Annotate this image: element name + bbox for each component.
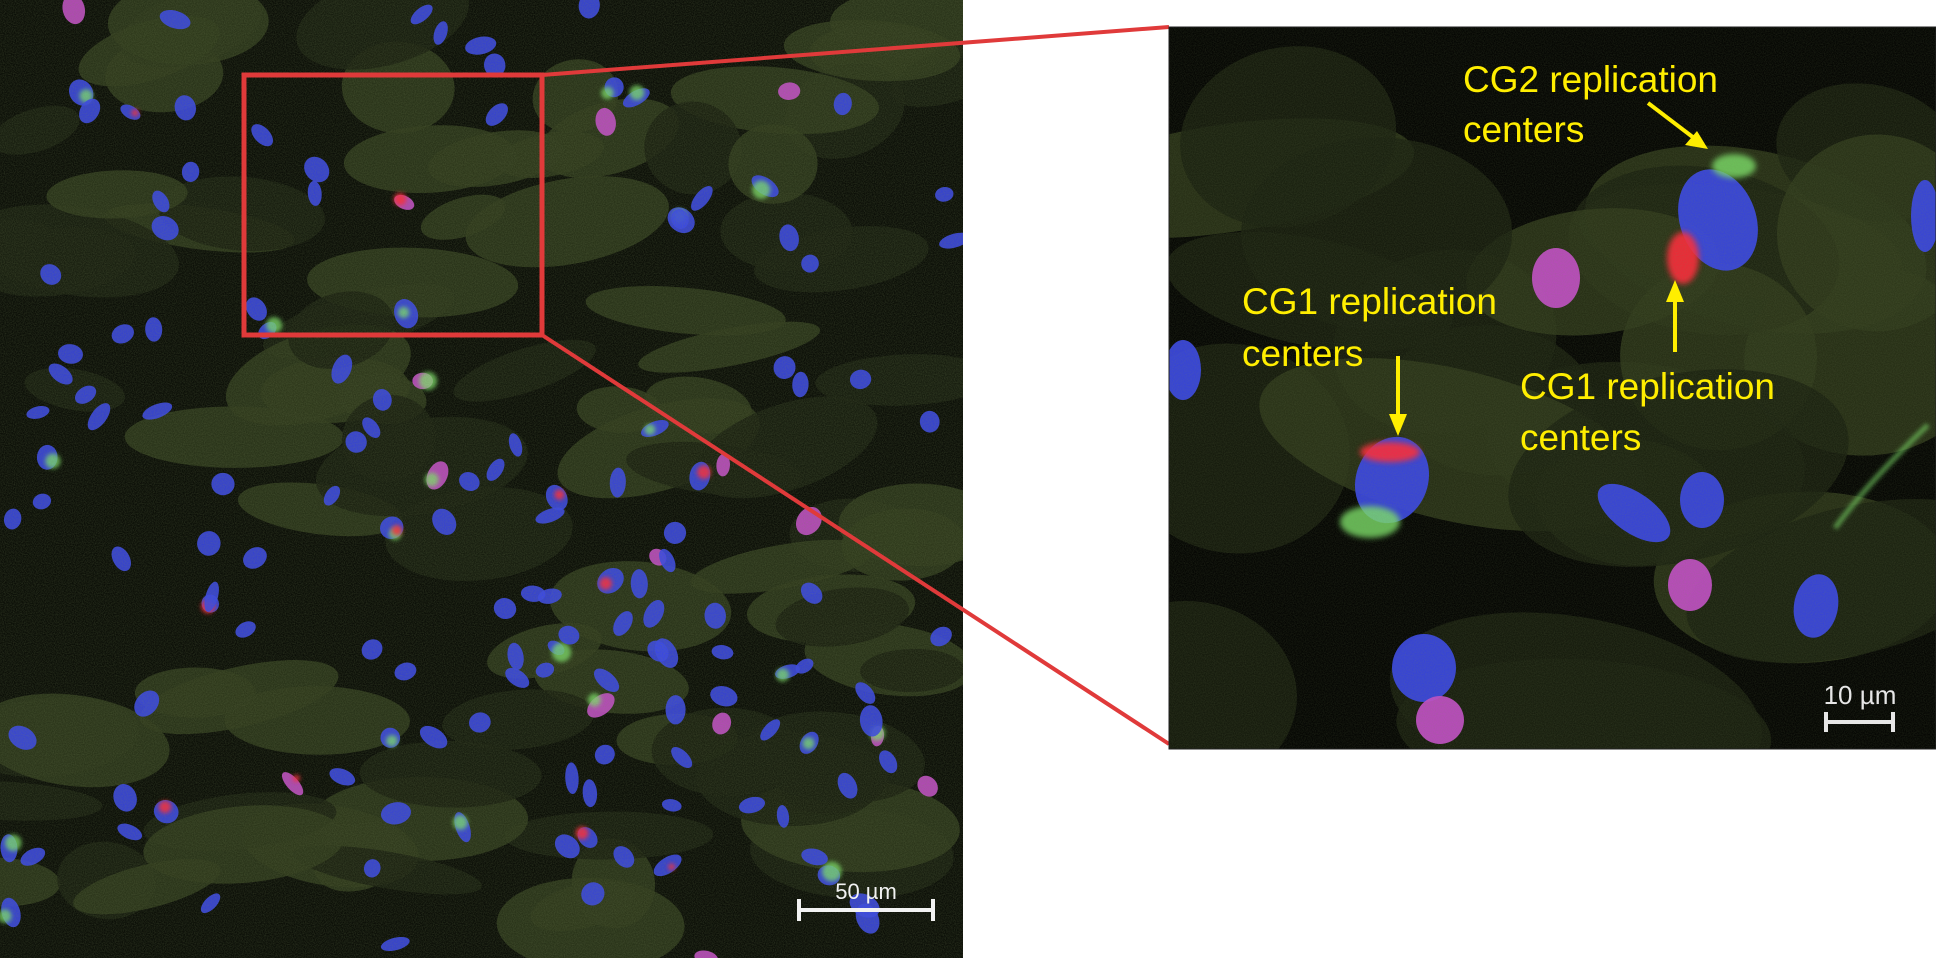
inset-micrograph: CG2 replication centers CG1 replication … — [1169, 27, 1936, 749]
annotation-cg1-right-line1: CG1 replication — [1520, 366, 1775, 407]
annotation-cg2-line2: centers — [1463, 109, 1584, 150]
zoom-region-box — [241, 72, 545, 338]
zoom-connector-top — [541, 25, 1170, 77]
annotation-cg2-line1: CG2 replication — [1463, 59, 1718, 100]
arrow-cg2 — [1646, 101, 1696, 140]
annotation-cg1-right-line2: centers — [1520, 417, 1641, 458]
annotation-cg1-left-line1: CG1 replication — [1242, 281, 1497, 322]
annotation-cg2: CG2 replication centers — [1463, 59, 1718, 150]
inset-border — [1168, 26, 1936, 750]
annotation-cg1-left-line2: centers — [1242, 333, 1363, 374]
inset-scale-bar: 10 µm — [1824, 680, 1897, 732]
overview-scale-label: 50 µm — [835, 879, 897, 904]
zoom-connector-bottom — [540, 333, 1171, 746]
inset-scale-label: 10 µm — [1824, 680, 1897, 710]
arrow-cg1-right-head — [1666, 280, 1684, 302]
annotation-cg1-left: CG1 replication centers — [1242, 281, 1497, 436]
arrow-cg2-head — [1685, 131, 1708, 149]
arrow-cg1-left-head — [1389, 414, 1407, 436]
annotation-cg1-right: CG1 replication centers — [1520, 280, 1775, 458]
overview-scale-bar: 50 µm — [797, 879, 935, 921]
overview-micrograph — [0, 0, 963, 958]
